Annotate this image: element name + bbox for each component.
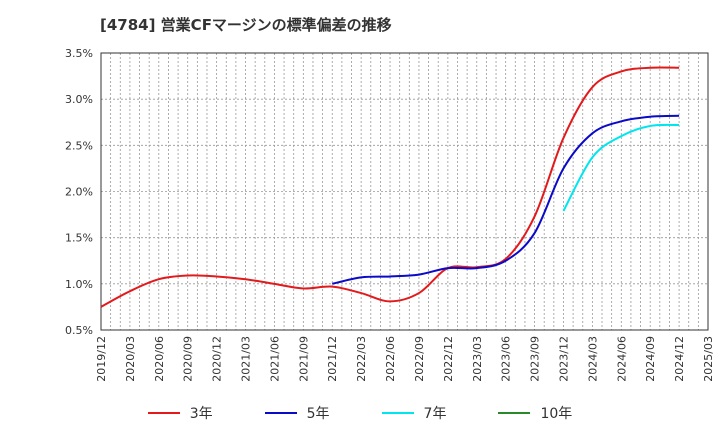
x-tick-label: 2021/09 — [297, 336, 310, 382]
chart-title: [4784] 営業CFマージンの標準偏差の推移 — [100, 16, 392, 34]
x-tick-label: 2020/06 — [153, 336, 166, 382]
legend-swatch — [381, 412, 414, 414]
x-tick-label: 2022/06 — [384, 336, 397, 382]
x-tick-label: 2020/12 — [211, 336, 224, 382]
x-tick-label: 2024/06 — [615, 336, 628, 382]
x-tick-label: 2023/12 — [557, 336, 570, 382]
x-tick-label: 2022/12 — [442, 336, 455, 382]
grid-lines — [100, 52, 709, 331]
legend-swatch — [264, 412, 297, 414]
y-tick-label: 1.0% — [65, 278, 93, 291]
legend-label: 7年 — [423, 406, 447, 422]
y-tick-label: 0.5% — [65, 324, 93, 337]
legend-label: 3年 — [189, 406, 213, 422]
x-tick-label: 2021/06 — [268, 336, 281, 382]
legend: 3年 5年 7年 10年 — [0, 403, 720, 423]
series-line-5年 — [332, 114, 680, 285]
y-tick-label: 2.5% — [65, 139, 93, 152]
x-tick-label: 2022/03 — [355, 336, 368, 382]
series-line-7年 — [562, 123, 680, 212]
y-tick-label: 3.0% — [65, 93, 93, 106]
x-tick-label: 2024/09 — [644, 336, 657, 382]
legend-item: 5年 — [264, 403, 330, 423]
y-tick-label: 3.5% — [65, 47, 93, 60]
y-tick-label: 1.5% — [65, 232, 93, 245]
series-lines — [100, 66, 680, 308]
y-axis-ticks: 0.5% 1.0% 1.5% 2.0% 2.5% 3.0% 3.5% — [65, 47, 93, 337]
x-tick-label: 2022/09 — [413, 336, 426, 382]
legend-swatch — [147, 412, 180, 414]
x-tick-label: 2025/03 — [702, 336, 715, 382]
x-tick-label: 2019/12 — [95, 336, 108, 382]
x-tick-label: 2020/03 — [124, 336, 137, 382]
x-axis-ticks: 2019/12 2020/03 2020/06 2020/09 2020/12 2021/… — [95, 336, 715, 382]
x-tick-label: 2021/03 — [240, 336, 253, 382]
legend-swatch — [498, 412, 531, 414]
x-tick-label: 2023/09 — [529, 336, 542, 382]
series-line-3年 — [100, 66, 680, 308]
plot-area-frame — [100, 52, 709, 331]
x-tick-label: 2024/03 — [586, 336, 599, 382]
legend-label: 5年 — [306, 406, 330, 422]
legend-item: 10年 — [498, 403, 572, 423]
legend-item: 7年 — [381, 403, 447, 423]
x-tick-label: 2021/12 — [326, 336, 339, 382]
y-tick-label: 2.0% — [65, 186, 93, 199]
x-tick-label: 2024/12 — [673, 336, 686, 382]
x-tick-label: 2020/09 — [182, 336, 195, 382]
legend-item: 3年 — [147, 403, 213, 423]
x-tick-label: 2023/03 — [471, 336, 484, 382]
legend-label: 10年 — [540, 406, 573, 422]
x-tick-label: 2023/06 — [500, 336, 513, 382]
